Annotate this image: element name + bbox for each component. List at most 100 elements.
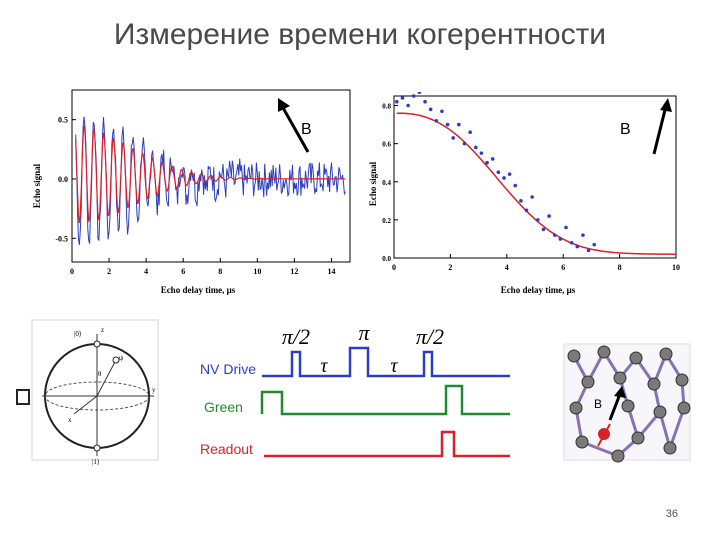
carbon-atom <box>653 405 667 419</box>
tau-label-2: τ <box>390 355 398 377</box>
right-chart-point <box>417 92 422 94</box>
carbon-atom <box>663 441 677 455</box>
right-chart-point <box>423 99 427 104</box>
green-trace <box>260 384 510 416</box>
carbon-atom <box>647 377 661 391</box>
left-chart-xlabel: Echo delay time, μs <box>161 285 236 295</box>
right-chart-point <box>536 218 540 222</box>
right-chart-xtick-label: 2 <box>448 263 452 272</box>
right-chart-point <box>586 248 591 253</box>
carbon-atom <box>611 449 625 463</box>
left-chart-xtick-label: 0 <box>70 267 74 276</box>
carbon-atom <box>677 401 691 415</box>
right-chart-ytick-label: 0.2 <box>382 217 391 225</box>
carbon-atom <box>581 375 595 389</box>
nv-drive-trace <box>262 346 510 378</box>
right-chart-point <box>519 199 523 203</box>
right-chart-point <box>569 240 574 245</box>
right-chart-point <box>411 94 416 98</box>
bloch-label-y: y <box>152 386 156 394</box>
carbon-atom <box>659 347 673 361</box>
right-chart-xtick-label: 10 <box>672 263 680 272</box>
nv-center-lattice-diagram: B <box>563 343 691 463</box>
bloch-label-ket1: |1⟩ <box>92 458 100 466</box>
right-chart-fit-line <box>396 112 676 255</box>
left-chart-frame <box>71 89 351 263</box>
carbon-atom <box>575 435 589 449</box>
page-title: Измерение времени когерентности <box>113 18 607 51</box>
left-chart-xtick-label: 12 <box>290 267 298 276</box>
readout-trace <box>264 430 510 458</box>
right-chart-point <box>434 118 439 123</box>
left-chart-fit-line <box>75 125 346 224</box>
right-chart-point <box>513 183 518 188</box>
right-chart-xlabel: Echo delay time, μs <box>501 285 576 295</box>
right-chart-xtick-label: 6 <box>561 263 565 272</box>
carbon-atom <box>569 401 583 415</box>
bloch-label-z: z <box>101 326 104 334</box>
field-label-lattice: B <box>594 397 602 411</box>
left-chart-xtick-label: 14 <box>327 267 335 276</box>
right-chart-xtick-label: 4 <box>505 263 509 272</box>
left-chart-xtick-label: 4 <box>144 267 148 276</box>
left-chart-ylabel: Echo signal <box>32 163 42 208</box>
field-arrow-right: B <box>620 98 672 155</box>
right-chart-point <box>581 233 585 237</box>
right-chart-point <box>468 130 472 135</box>
page-number: 36 <box>665 508 678 520</box>
carbon-atom <box>631 431 645 445</box>
right-chart-point <box>507 172 512 176</box>
right-chart-point <box>457 122 461 127</box>
right-chart-frame <box>393 95 677 259</box>
carbon-atom <box>629 351 643 365</box>
right-chart-point <box>575 244 580 249</box>
right-chart-point <box>496 170 501 175</box>
right-chart-point <box>592 242 597 247</box>
right-chart-point <box>400 96 405 100</box>
right-chart-point <box>445 122 450 127</box>
lattice-bond <box>668 407 686 449</box>
row-label-readout: Readout <box>200 441 253 457</box>
right-chart-point <box>479 151 484 155</box>
field-arrow-left: B <box>278 98 312 153</box>
pulse-sequence-diagram: π/2 π π/2 τ τ NV Drive Green Readout <box>200 320 510 458</box>
bloch-label-psi: ψ <box>119 354 124 362</box>
left-chart-xtick-label: 2 <box>107 267 111 276</box>
carbon-atom <box>675 373 689 387</box>
bloch-label-theta: θ <box>98 370 102 378</box>
left-chart-xtick-label: 10 <box>253 267 261 276</box>
field-arrow-lattice: B <box>594 386 626 421</box>
right-chart-point <box>502 176 506 180</box>
right-chart-point <box>490 157 495 161</box>
row-label-nv-drive: NV Drive <box>200 361 256 377</box>
right-chart-point <box>485 160 489 165</box>
bloch-label-ket0: |0⟩ <box>74 330 82 338</box>
field-label-right: B <box>620 121 631 138</box>
carbon-atom <box>567 349 581 363</box>
carbon-atom <box>621 399 635 413</box>
right-chart-ylabel: Echo signal <box>368 161 378 206</box>
echo-oscillation-chart: 0 2 4 6 8 10 12 14 -0.5 0.0 0.5 Echo delay time, μ… <box>32 89 351 295</box>
right-chart-point <box>462 141 467 146</box>
right-chart-xtick-label: 0 <box>392 263 396 272</box>
right-chart-ytick-label: 0.4 <box>382 179 391 187</box>
left-chart-xtick-label: 6 <box>181 267 185 276</box>
row-label-green: Green <box>204 399 243 415</box>
right-chart-point <box>428 107 433 112</box>
left-chart-ytick-label: 0.0 <box>58 175 68 184</box>
right-chart-point <box>524 208 529 213</box>
right-chart-point <box>451 136 456 140</box>
right-chart-point <box>558 237 563 241</box>
field-label-left: B <box>301 121 312 138</box>
right-chart-point <box>406 103 410 108</box>
left-chart-ytick-label: 0.5 <box>58 116 68 125</box>
left-chart-ytick-label: -0.5 <box>55 234 68 243</box>
pulse-label-pi-half-1: π/2 <box>282 324 310 349</box>
pulse-label-pi-half-2: π/2 <box>416 324 444 349</box>
right-chart-point <box>395 99 399 104</box>
right-chart-point <box>564 225 568 230</box>
right-chart-ytick-label: 0.0 <box>382 255 391 263</box>
right-chart-point <box>547 214 551 218</box>
right-chart-point <box>530 195 534 199</box>
carbon-atom <box>613 371 627 385</box>
